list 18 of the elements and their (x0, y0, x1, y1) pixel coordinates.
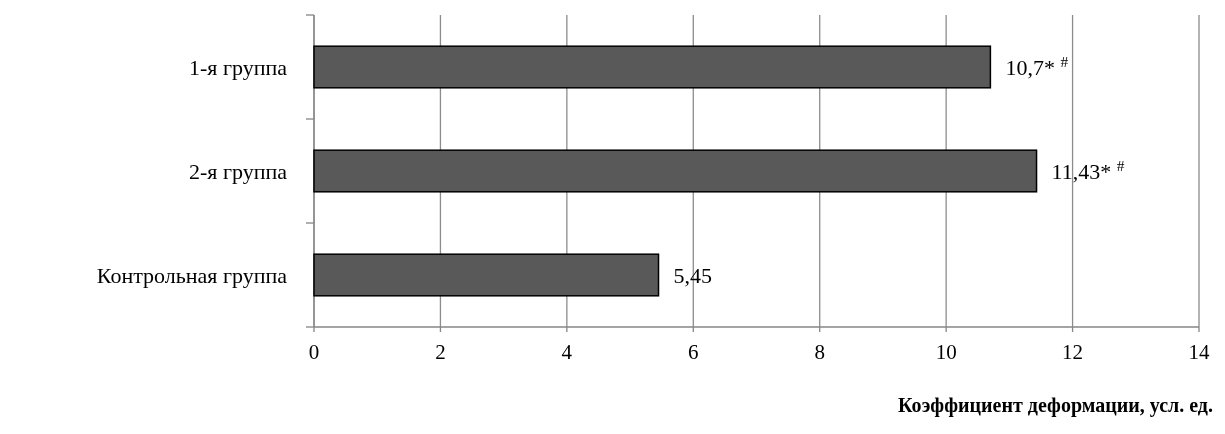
x-tick-label: 6 (688, 340, 699, 364)
bar (313, 45, 992, 89)
x-tick-label: 4 (561, 340, 573, 364)
x-tick-label: 2 (435, 340, 446, 364)
x-tick-label: 8 (814, 340, 825, 364)
bar (313, 253, 660, 297)
x-tick-label: 0 (308, 340, 320, 364)
data-label: 5,45 (673, 262, 713, 288)
x-axis-title: Коэффициент деформации, усл. ед. (898, 394, 1213, 417)
x-tick-label: 10 (935, 340, 957, 364)
y-tick-label: Контрольная группа (96, 262, 288, 288)
bar (313, 149, 1038, 193)
data-label: 10,7* $^{#}$ (1005, 52, 1069, 80)
x-tick-label: 14 (1188, 340, 1210, 364)
y-tick-label: 2-я группа (189, 158, 288, 184)
y-tick-label: 1-я группа (189, 54, 288, 80)
x-tick-label: 12 (1062, 340, 1084, 364)
data-label: 11,43* $^{#}$ (1051, 156, 1125, 184)
